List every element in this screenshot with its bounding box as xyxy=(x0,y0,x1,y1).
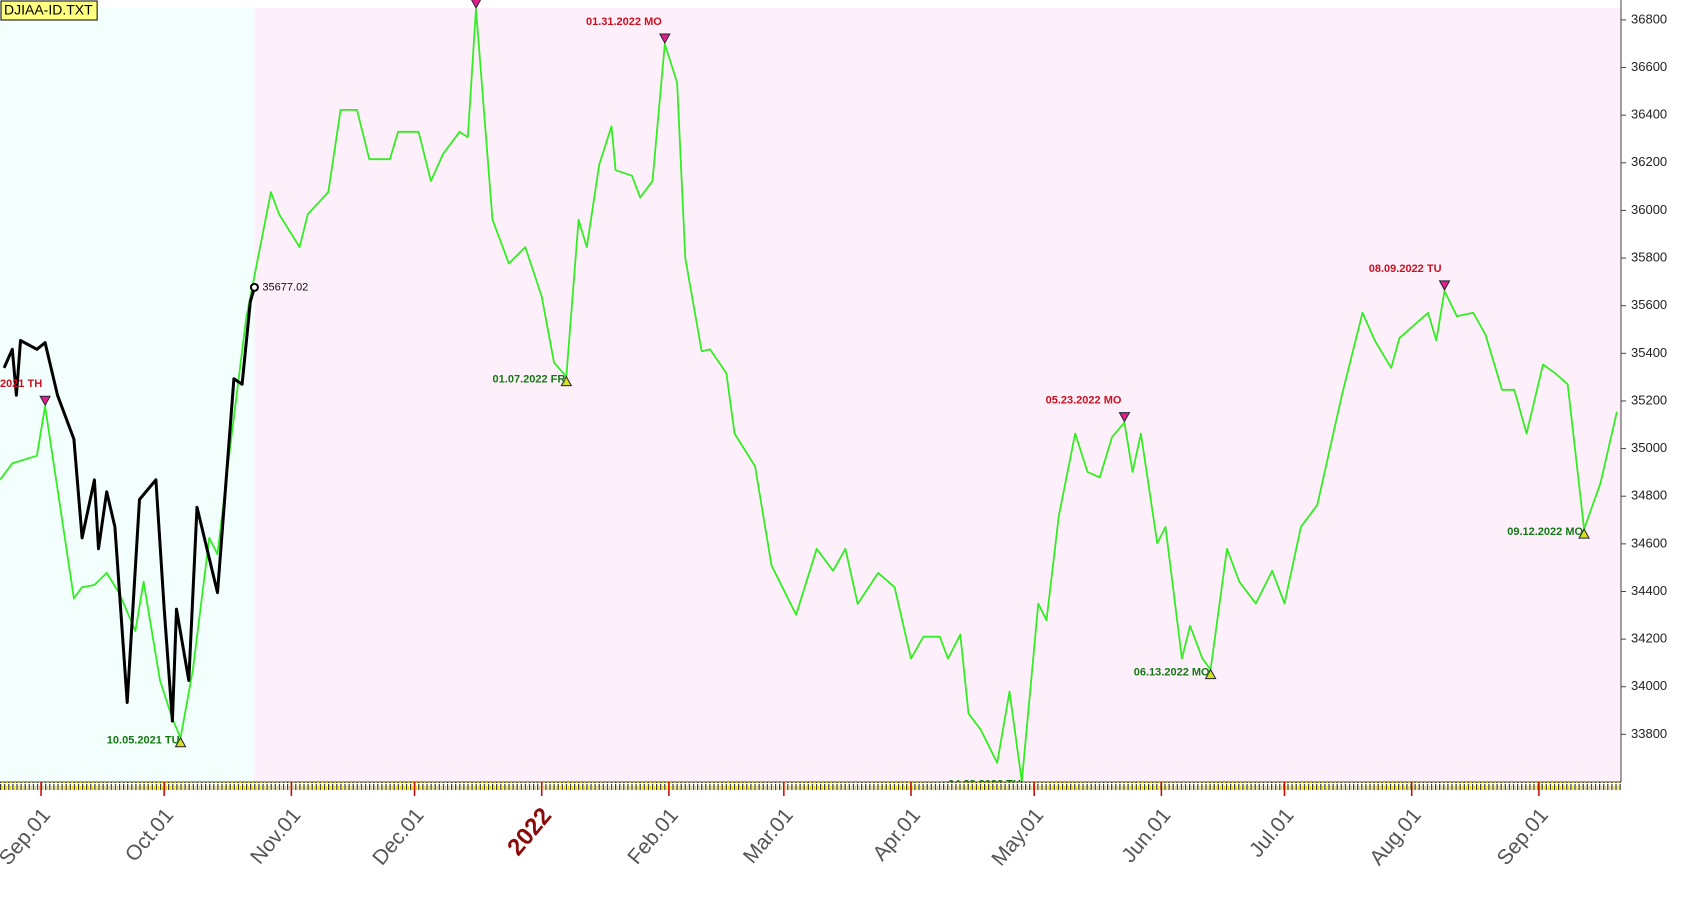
low-label: 01.07.2022 FR xyxy=(493,374,566,386)
high-marker xyxy=(471,0,482,9)
high-marker xyxy=(39,395,51,407)
y-tick-label: 36200 xyxy=(1631,154,1667,169)
high-label: 09.02.2021 TH xyxy=(0,378,42,390)
low-label: 04.28.2022 TH xyxy=(948,778,1021,790)
x-tick-label: 2022 xyxy=(502,803,557,861)
low-label: 10.05.2021 TU xyxy=(107,735,180,747)
background xyxy=(0,8,1622,782)
y-tick-label: 35600 xyxy=(1631,297,1667,312)
y-tick-label: 36800 xyxy=(1631,11,1667,26)
price-line xyxy=(2,286,256,723)
y-tick-label: 34000 xyxy=(1631,678,1667,693)
y-tick-label: 36600 xyxy=(1631,59,1667,74)
high-label: 01.31.2022 MO xyxy=(586,16,662,28)
x-tick-label: Aug.01 xyxy=(1365,804,1425,870)
y-tick-label: 34600 xyxy=(1631,535,1667,550)
projection-line xyxy=(0,8,1618,782)
high-label: 05.23.2022 MO xyxy=(1046,395,1122,407)
low-marker xyxy=(560,375,573,387)
x-tick-label: Oct.01 xyxy=(121,804,178,866)
high-marker xyxy=(1118,412,1131,423)
y-tick-label: 34200 xyxy=(1631,631,1667,646)
last-point xyxy=(249,282,259,292)
x-tick-label: Nov.01 xyxy=(246,804,305,869)
y-tick-label: 35200 xyxy=(1631,392,1667,407)
actual-region xyxy=(0,8,255,782)
x-tick-label: Jul.01 xyxy=(1245,804,1299,862)
x-tick-label: Sep.01 xyxy=(0,804,55,870)
x-tick-label: Dec.01 xyxy=(368,804,428,870)
y-tick-label: 36400 xyxy=(1631,107,1667,122)
day-ticks xyxy=(0,782,1621,790)
x-tick-label: Sep.01 xyxy=(1493,804,1553,870)
x-tick-label: May.01 xyxy=(987,804,1048,870)
y-tick-label: 33800 xyxy=(1631,726,1667,741)
high-marker xyxy=(658,33,671,44)
projection-region xyxy=(254,8,1622,782)
x-tick-label: Jun.01 xyxy=(1117,804,1175,867)
panel-label: DJIAA-ID.TXT xyxy=(4,2,93,18)
panel-label-box xyxy=(0,0,98,21)
high-label: 08.09.2022 TU xyxy=(1369,263,1442,275)
y-tick-label: 34400 xyxy=(1631,583,1667,598)
x-tick-label: Feb.01 xyxy=(623,804,683,869)
y-tick-label: 36000 xyxy=(1631,202,1667,217)
low-label: 09.12.2022 MO xyxy=(1507,526,1583,538)
x-tick-label: Mar.01 xyxy=(739,804,798,868)
last-value-label: 35677.02 xyxy=(262,281,308,293)
low-marker xyxy=(1578,528,1590,539)
y-tick-label: 35000 xyxy=(1631,440,1667,455)
y-tick-label: 34800 xyxy=(1631,488,1667,503)
x-tick-label: Apr.01 xyxy=(868,804,925,865)
high-marker xyxy=(1438,280,1451,291)
y-tick-label: 35800 xyxy=(1631,249,1667,264)
low-label: 06.13.2022 MO xyxy=(1134,666,1210,678)
y-tick-label: 35400 xyxy=(1631,345,1667,360)
low-marker xyxy=(174,736,187,748)
low-marker xyxy=(1204,668,1217,680)
